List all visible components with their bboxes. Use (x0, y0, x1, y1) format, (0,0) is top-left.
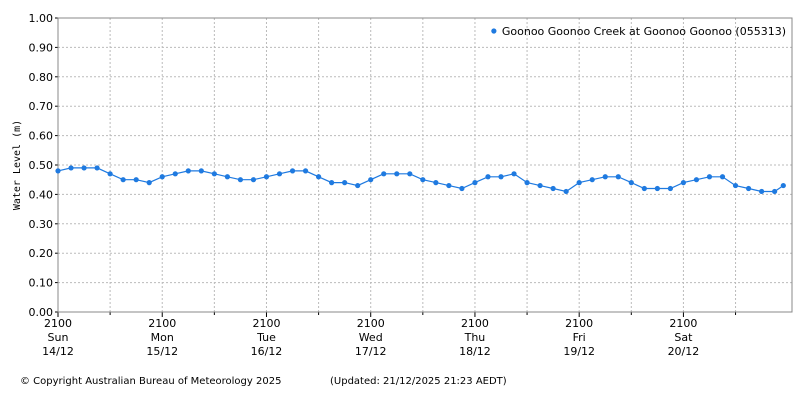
data-point (381, 171, 387, 177)
data-point (680, 180, 687, 186)
x-tick-label: 2100 (357, 317, 385, 330)
legend-marker (491, 28, 497, 34)
y-tick-label: 0.30 (29, 218, 54, 231)
data-point (758, 188, 765, 195)
data-point (368, 177, 374, 183)
data-point (576, 180, 582, 186)
y-tick-label: 0.70 (29, 100, 54, 113)
data-point (224, 174, 230, 180)
data-point (198, 168, 204, 174)
data-point (446, 182, 452, 189)
data-point (732, 182, 739, 189)
y-tick-label: 0.20 (29, 247, 54, 260)
data-point (237, 177, 244, 183)
x-tick-label: Mon (151, 331, 174, 344)
x-tick-label: 2100 (252, 317, 280, 330)
data-point (602, 174, 608, 180)
data-point (772, 188, 778, 195)
x-tick-label: Sun (48, 331, 69, 344)
x-tick-label: Tue (256, 331, 276, 344)
data-point (172, 171, 178, 177)
data-point (302, 168, 309, 174)
updated: (Updated: 21/12/2025 21:23 AEDT) (330, 376, 507, 387)
x-tick-label: 20/12 (668, 345, 700, 358)
x-tick-label: 2100 (461, 317, 489, 330)
data-point (706, 174, 713, 180)
data-point (589, 177, 595, 183)
data-point (524, 180, 530, 186)
x-tick-label: 15/12 (146, 345, 178, 358)
x-tick-label: Wed (359, 331, 383, 344)
plot-frame (57, 17, 793, 313)
x-tick-label: 2100 (44, 317, 72, 330)
data-point (107, 171, 113, 177)
data-point (211, 171, 217, 177)
x-tick-label: 16/12 (251, 345, 283, 358)
data-point (615, 174, 621, 180)
x-tick-label: Thu (464, 331, 486, 344)
data-point (94, 165, 100, 171)
data-point (315, 174, 322, 180)
y-axis-label: Water Level (m) (12, 120, 23, 210)
data-point (120, 177, 126, 183)
data-point (667, 185, 673, 192)
data-point (276, 171, 283, 177)
data-point (745, 185, 752, 192)
data-point (780, 182, 786, 189)
data-point (511, 171, 517, 177)
x-tick-label: 18/12 (459, 345, 491, 358)
data-point (289, 168, 296, 174)
data-point (420, 177, 426, 183)
data-point (472, 180, 478, 186)
data-point (342, 180, 348, 186)
legend-label: Goonoo Goonoo Creek at Goonoo Goonoo (05… (502, 25, 786, 38)
data-point (537, 182, 543, 189)
data-point (550, 185, 556, 192)
data-point (185, 168, 191, 174)
data-point (81, 165, 87, 171)
y-tick-label: 0.90 (29, 41, 54, 54)
x-tick-label: 2100 (148, 317, 176, 330)
data-point (159, 174, 165, 180)
x-tick-label: 17/12 (355, 345, 387, 358)
data-point (250, 177, 257, 183)
data-point (146, 180, 152, 186)
data-point (693, 177, 700, 183)
data-point (133, 177, 139, 183)
y-tick-label: 0.40 (29, 188, 54, 201)
data-point (355, 182, 361, 189)
data-point (628, 180, 634, 186)
data-point (394, 171, 400, 177)
data-point (498, 174, 504, 180)
y-tick-label: 0.10 (29, 277, 54, 290)
x-tick-label: 2100 (669, 317, 697, 330)
y-tick-label: 0.50 (29, 159, 54, 172)
data-point (55, 168, 61, 174)
data-point (263, 174, 270, 180)
y-tick-label: 1.00 (29, 12, 54, 25)
data-point (654, 185, 660, 192)
data-point (563, 188, 569, 195)
x-tick-label: 2100 (565, 317, 593, 330)
x-tick-label: Sat (674, 331, 693, 344)
x-tick-label: 19/12 (563, 345, 595, 358)
data-point (719, 174, 726, 180)
data-point (459, 185, 465, 192)
x-tick-label: Fri (573, 331, 586, 344)
y-tick-label: 0.00 (29, 306, 54, 319)
data-point (407, 171, 413, 177)
data-point (433, 180, 439, 186)
data-point (641, 185, 647, 192)
data-point (68, 165, 74, 171)
copyright: © Copyright Australian Bureau of Meteoro… (20, 376, 281, 387)
y-tick-label: 0.80 (29, 71, 54, 84)
data-point (329, 180, 335, 186)
y-tick-label: 0.60 (29, 130, 54, 143)
x-tick-label: 14/12 (42, 345, 74, 358)
data-point (485, 174, 491, 180)
